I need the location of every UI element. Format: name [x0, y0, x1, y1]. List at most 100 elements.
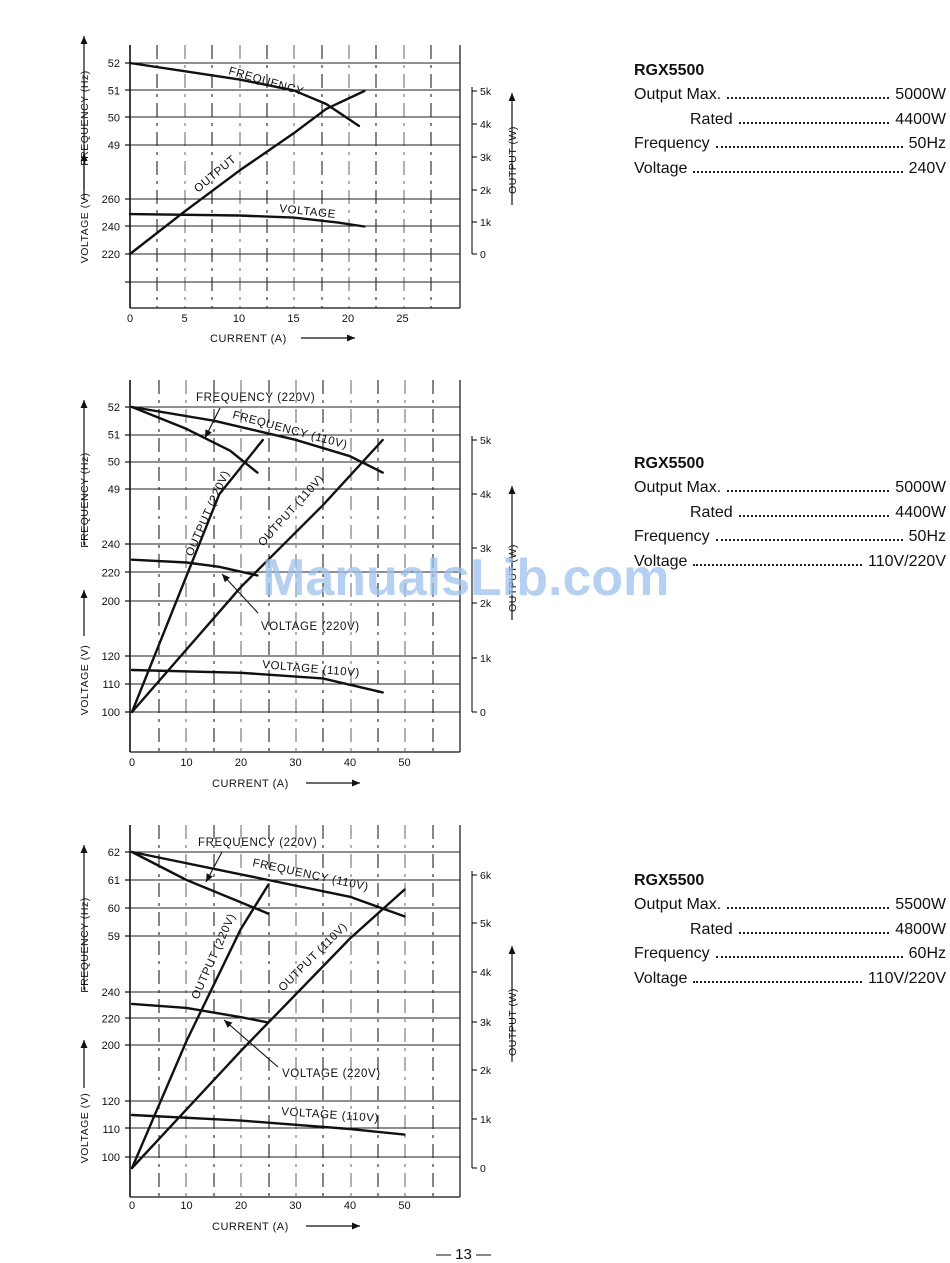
output-tick-label: 3k [480, 543, 492, 555]
series-label: FREQUENCY (220V) [196, 392, 315, 404]
freq-axis-label: FREQUENCY (Hz) [79, 452, 91, 547]
output-axis-label: OUTPUT (W) [507, 988, 519, 1056]
page-number: — 13 — [436, 1246, 492, 1263]
output-tick-label: 1k [480, 1114, 492, 1126]
output-tick-label: 3k [480, 152, 492, 164]
volt-tick-label: 240 [102, 222, 120, 234]
x-tick-label: 15 [287, 313, 299, 325]
annotation-arrowhead [224, 1020, 233, 1028]
volt-tick-label: 100 [102, 1152, 120, 1164]
volt-tick-label: 200 [102, 1040, 120, 1052]
axis-arrow-head [508, 93, 516, 101]
series-label: FREQUENCY [227, 65, 305, 98]
volt-tick-label: 260 [102, 194, 120, 206]
volt-tick-label: 220 [102, 1014, 120, 1026]
output-tick-label: 2k [480, 598, 492, 610]
series-line [130, 438, 384, 714]
freq-tick-label: 59 [108, 931, 120, 943]
axis-arrow-head [80, 400, 88, 408]
freq-tick-label: 51 [108, 85, 120, 97]
volt-tick-label: 100 [102, 707, 120, 719]
series-label: VOLTAGE (220V) [261, 621, 360, 633]
x-tick-label: 30 [289, 757, 301, 769]
output-tick-label: 5k [480, 918, 492, 930]
series-label: OUTPUT (110V) [277, 921, 350, 994]
freq-tick-label: 52 [108, 58, 120, 70]
spec-model: RGX5500 [634, 872, 705, 889]
x-tick-label: 0 [129, 1200, 135, 1212]
annotation-arrowhead [206, 873, 213, 882]
axis-arrow-head [80, 153, 88, 161]
axis-arrow-head [508, 946, 516, 954]
spec-row: Frequency 50Hz [634, 135, 946, 152]
output-tick-label: 5k [480, 435, 492, 447]
x-axis-label: CURRENT (A) [210, 333, 287, 345]
x-tick-label: 10 [233, 313, 245, 325]
series-line [130, 888, 406, 1170]
volt-tick-label: 120 [102, 651, 120, 663]
freq-tick-label: 50 [108, 457, 120, 469]
spec-row: Rated 4800W [690, 920, 946, 938]
spec-row: Output Max. 5000W [634, 86, 946, 103]
x-axis-label: CURRENT (A) [212, 1221, 289, 1233]
spec-row: Voltage 240V [634, 159, 946, 177]
volt-tick-label: 240 [102, 987, 120, 999]
series-line [128, 89, 366, 256]
spec-model: RGX5500 [634, 62, 705, 79]
series-line [130, 850, 406, 918]
axis-arrow-head [80, 1040, 88, 1048]
series-line [130, 1002, 270, 1024]
x-tick-label: 20 [342, 313, 354, 325]
chart-1: 0 5 10 15 20 25 CURRENT (A) 52 51 50 49 260 240 220 FR… [79, 36, 519, 345]
annotation-leader [221, 573, 259, 614]
axis-arrow-head [80, 845, 88, 853]
axis-arrow-head [347, 334, 355, 342]
x-tick-label: 25 [396, 313, 408, 325]
spec-block-3: RGX5500 Output Max. 5500W Rated 4800W Freq… [634, 872, 946, 994]
annotation-arrowhead [205, 429, 212, 438]
axis-arrow-head [80, 36, 88, 44]
series-label: OUTPUT (220V) [184, 469, 233, 558]
spec-row: Output Max. 5500W [634, 896, 946, 913]
freq-tick-label: 60 [108, 903, 120, 915]
x-tick-label: 40 [344, 1200, 356, 1212]
series-line [130, 883, 270, 1170]
volt-axis-label: VOLTAGE (V) [79, 1093, 91, 1163]
freq-tick-label: 62 [108, 847, 120, 859]
output-tick-label: 0 [480, 249, 486, 261]
freq-tick-label: 49 [108, 484, 120, 496]
x-axis-label: CURRENT (A) [212, 778, 289, 790]
x-tick-label: 50 [398, 757, 410, 769]
output-axis-label: OUTPUT (W) [507, 544, 519, 612]
chart-3: 0 10 20 30 40 50 CURRENT (A) 62 61 60 59 240 220 200 1… [79, 825, 519, 1233]
output-tick-label: 0 [480, 1163, 486, 1175]
freq-tick-label: 50 [108, 113, 120, 125]
series-label: VOLTAGE [279, 203, 337, 221]
freq-axis-label: FREQUENCY (Hz) [79, 897, 91, 992]
output-tick-label: 2k [480, 1065, 492, 1077]
freq-axis-label: FREQUENCY (Hz) [79, 70, 91, 165]
axis-arrow-head [508, 486, 516, 494]
spec-row: Frequency 60Hz [634, 945, 946, 962]
spec-model: RGX5500 [634, 455, 705, 472]
x-tick-label: 30 [289, 1200, 301, 1212]
x-tick-label: 0 [127, 313, 133, 325]
spec-row: Voltage 110V/220V [634, 969, 946, 987]
volt-axis-label: VOLTAGE (V) [79, 645, 91, 715]
spec-row: Rated 4400W [690, 503, 946, 521]
spec-block-2: RGX5500 Output Max. 5000W Rated 4400W Freq… [634, 455, 946, 577]
output-tick-label: 4k [480, 967, 492, 979]
spec-row: Output Max. 5000W [634, 479, 946, 496]
x-tick-label: 50 [398, 1200, 410, 1212]
freq-tick-label: 61 [108, 875, 120, 887]
volt-tick-label: 110 [102, 679, 120, 691]
x-tick-label: 0 [129, 757, 135, 769]
series-line [130, 850, 270, 915]
freq-tick-label: 51 [108, 429, 120, 441]
volt-tick-label: 110 [102, 1124, 120, 1136]
volt-tick-label: 220 [102, 568, 120, 580]
axis-arrow-head [80, 590, 88, 598]
axis-arrow-head [352, 779, 360, 787]
annotation-leader [223, 1019, 279, 1068]
